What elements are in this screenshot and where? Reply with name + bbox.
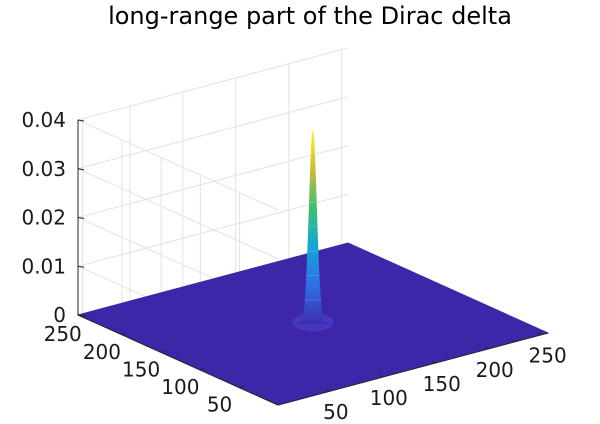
- x-tick-label: 100: [370, 386, 408, 410]
- x-tick-label: 150: [423, 372, 461, 396]
- x-tick: [484, 346, 489, 350]
- y-tick: [82, 314, 87, 318]
- z-tick: [77, 314, 85, 317]
- x-axis-line: [277, 332, 549, 406]
- y-tick: [160, 349, 166, 353]
- peak-layer: [291, 129, 334, 332]
- axis-layer: [77, 119, 549, 406]
- x-tick: [325, 388, 331, 392]
- x-tick: [431, 360, 436, 364]
- x-tick: [537, 332, 542, 336]
- y-tick-label: 250: [44, 322, 82, 346]
- x-tick-label: 50: [323, 400, 348, 424]
- y-axis-line: [77, 314, 279, 406]
- surface-peak: [295, 129, 330, 325]
- z-tick: [77, 119, 85, 122]
- z-tick: [77, 265, 85, 268]
- z-tick-label: 0.01: [21, 254, 66, 278]
- chart-title: long-range part of the Dirac delta: [108, 2, 512, 30]
- y-tick-label: 50: [207, 393, 232, 417]
- z-gridline: [76, 96, 349, 260]
- y-tick-label: 200: [83, 340, 121, 364]
- z-tick-label: 0: [53, 303, 66, 327]
- z-tick: [77, 217, 85, 219]
- y-tick: [200, 367, 205, 371]
- y-tick: [239, 385, 244, 389]
- z-tick: [77, 168, 85, 171]
- z-tick-label: 0.02: [21, 206, 66, 230]
- y-tick-label: 100: [161, 375, 199, 399]
- y-tick: [121, 332, 127, 336]
- y-tick-label: 150: [122, 357, 160, 381]
- x-tick-label: 200: [476, 358, 514, 382]
- x-tick-label: 250: [529, 344, 567, 368]
- x-tick: [378, 374, 384, 378]
- z-tick-label: 0.04: [21, 108, 66, 132]
- z-gridline: [76, 47, 349, 211]
- tick-layer: 501001502002505010015020025000.010.020.0…: [21, 108, 566, 424]
- z-tick-label: 0.03: [21, 157, 66, 181]
